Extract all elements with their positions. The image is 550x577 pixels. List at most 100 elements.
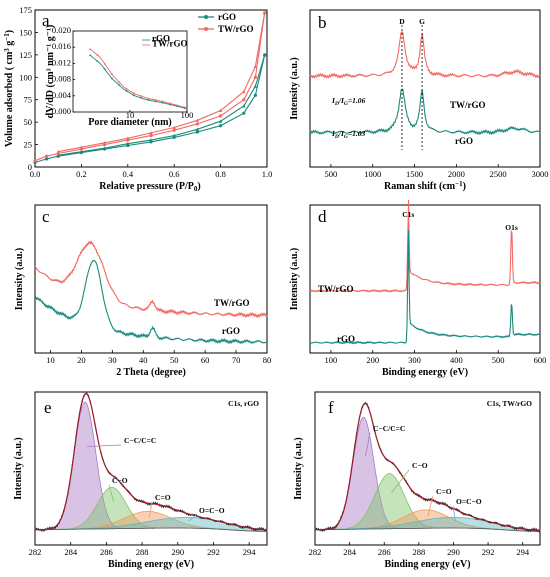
panel-f-xlabel: Binding energy (eV) — [384, 559, 470, 570]
isotherm-point — [149, 134, 153, 138]
xrd-label-rGO: rGO — [222, 326, 240, 336]
inset-point — [103, 62, 106, 65]
isotherm-point — [218, 108, 223, 112]
panel-a-ytick-label: 0 — [28, 162, 32, 172]
inset-point — [103, 68, 106, 71]
panel-b-frame — [309, 9, 541, 168]
xrd-TW/rGO-line — [34, 240, 268, 319]
panel-c-frame — [34, 204, 268, 354]
inset-point — [111, 73, 113, 76]
inset-point — [147, 97, 150, 100]
panel-c-xtick-label: 60 — [201, 355, 210, 365]
inset-legend-label: TW/rGO — [152, 39, 188, 49]
isotherm-point — [242, 104, 246, 108]
raman-ratio-0-part: /I — [338, 96, 345, 105]
panel-c-xlabel: 2 Theta (degree) — [116, 367, 186, 378]
panel-d-xtick-label: 100 — [325, 355, 338, 365]
panel-a-ylabel: Volume adsorbed ( cm3 g−1) — [3, 30, 15, 147]
inset-point — [89, 54, 92, 57]
isotherm-point — [172, 125, 176, 130]
panel-c-xtick-label: 30 — [108, 355, 117, 365]
panel-d-xtick-label: 600 — [534, 355, 547, 365]
inset-point — [96, 60, 99, 63]
isotherm-point — [242, 89, 246, 94]
raman-TW/rGO-line — [309, 31, 541, 80]
isotherm-point — [149, 138, 153, 142]
panel-d-xtick-label: 300 — [408, 355, 421, 365]
inset-frame — [72, 30, 188, 113]
xrd-rGO-line — [34, 260, 268, 345]
isotherm-point — [242, 111, 246, 115]
raman-ratio-1: ID/IG=1.03 — [331, 129, 366, 140]
inset-point — [111, 77, 113, 80]
panel-a-ytick-label: 50 — [24, 117, 33, 127]
isotherm-point — [79, 149, 84, 154]
xps-survey-peak-O1s: O1s — [505, 223, 518, 232]
panel-f-ylabel: Intensity (a.u.) — [293, 437, 304, 500]
isotherm-point — [262, 10, 267, 15]
inset-point — [118, 84, 121, 87]
legend-marker — [204, 15, 208, 19]
inset-xlabel: Pore diameter (nm) — [88, 117, 172, 128]
inset-point — [118, 81, 121, 84]
isotherm-point — [253, 75, 257, 79]
isotherm-point — [126, 136, 130, 140]
panel-b-xtick-label: 2500 — [490, 169, 507, 179]
panel-a-xtick-label: 1.0 — [262, 169, 273, 179]
legend-marker — [204, 27, 208, 31]
panel-e-xtick-label: 284 — [64, 547, 78, 557]
isotherm-point — [262, 53, 267, 57]
isotherm-point — [253, 84, 258, 88]
panel-d-frame — [309, 204, 541, 354]
isotherm-point — [219, 124, 223, 128]
panel-b-xtick-label: 1000 — [364, 169, 381, 179]
panel-c-letter: c — [42, 207, 50, 226]
inset-ytick-label: 0.012 — [52, 57, 71, 67]
isotherm-point — [102, 146, 107, 150]
raman-peak-label-D: D — [399, 17, 405, 26]
panel-a-ytick-label: 25 — [24, 140, 33, 150]
isotherm-point — [56, 153, 60, 157]
c1s-background-line — [35, 527, 268, 532]
panel-f-xtick-label: 288 — [412, 547, 425, 557]
raman-rGO-line — [309, 88, 541, 136]
panel-b-xtick-label: 3000 — [532, 169, 549, 179]
panel-c-xtick-label: 70 — [232, 355, 241, 365]
inset-legend-label: rGO — [152, 34, 170, 44]
panel-f-xtick-label: 290 — [447, 547, 460, 557]
isotherm-point — [172, 128, 176, 132]
c1s-component-label-3: O=C−O — [456, 497, 482, 506]
xps-survey-rGO-line — [309, 230, 541, 345]
panel-a-ylabel-part: ) — [4, 30, 15, 33]
panel-a-xtick-label: 0.6 — [169, 169, 180, 179]
panel-b-xlabel-part: Raman shift (cm — [384, 181, 456, 192]
xps-survey-peak-C1s: C1s — [402, 210, 414, 219]
panel-a-xlabel-rich-part: Relative pressure (P/P — [99, 181, 194, 192]
panel-c-xtick-label: 50 — [170, 355, 179, 365]
panel-a-ytick-label: 175 — [19, 5, 32, 15]
panel-c-xtick-label: 80 — [263, 355, 272, 365]
panel-e-xlabel: Binding energy (eV) — [108, 559, 194, 570]
isotherm-point — [242, 98, 246, 102]
raman-ratio-0-part: =1.06 — [348, 96, 366, 105]
c1s-component-label-1: C−O — [412, 461, 428, 470]
inset-ytick-label: 0.020 — [52, 25, 71, 35]
panel-a-xtick-label: 0.8 — [215, 169, 226, 179]
panel-e-xtick-label: 294 — [243, 547, 257, 557]
panel-b-xtick-label: 500 — [325, 169, 338, 179]
isotherm-point — [219, 114, 223, 118]
inset-point — [140, 96, 142, 99]
panel-f-xtick-label: 292 — [482, 547, 495, 557]
c1s-background-line — [315, 527, 541, 532]
inset-point — [176, 104, 179, 107]
panel-b-xlabel-part: −1 — [455, 180, 463, 188]
panel-a-ytick-label: 100 — [19, 72, 32, 82]
legend-label-rGO: rGO — [218, 12, 236, 22]
panel-d-letter: d — [318, 207, 327, 226]
raman-ratio-1-part: G — [344, 134, 348, 140]
panel-a-xtick-label: 0.4 — [122, 169, 133, 179]
panel-d-xtick-label: 500 — [492, 355, 505, 365]
inset-ytick-label: 0.016 — [52, 41, 71, 51]
panel-e-frame — [34, 391, 268, 546]
c1s-envelope-line — [35, 392, 267, 531]
